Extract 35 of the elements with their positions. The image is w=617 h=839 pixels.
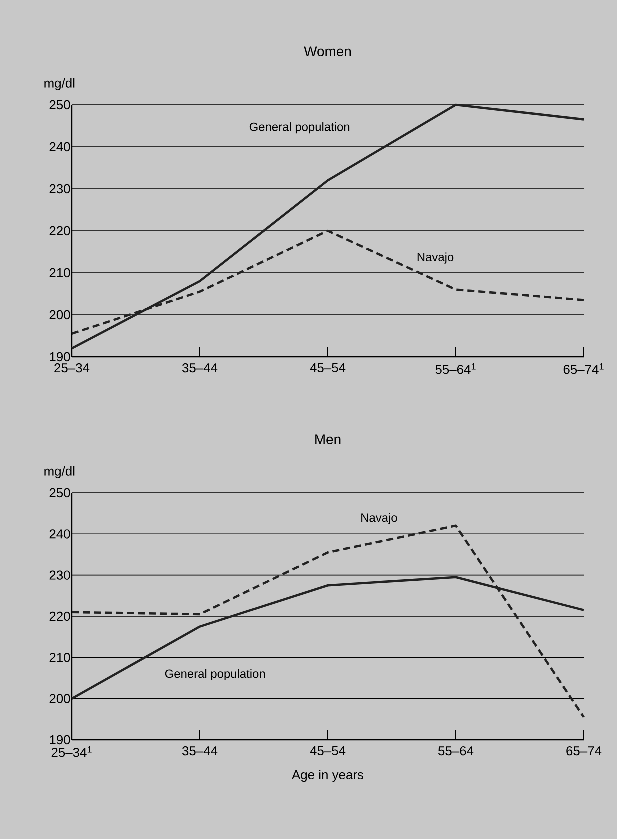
y-tick-label: 250 xyxy=(50,100,70,110)
x-tick-label: 35–44 xyxy=(182,364,218,373)
text: General population xyxy=(250,122,350,134)
line-series xyxy=(70,104,586,350)
y-tick-label: 240 xyxy=(50,142,70,152)
line-series xyxy=(70,524,586,718)
x-tick-label: 25–34 xyxy=(54,364,90,373)
x-tick-label: 55–64 xyxy=(438,746,474,756)
x-tick-label: 45–54 xyxy=(310,364,346,373)
chart-title: Women xyxy=(304,46,351,57)
x-tick-label: 65–74$^{1}$ xyxy=(564,364,604,374)
chart-title: Men xyxy=(316,434,341,445)
x-tick-label: 45–54 xyxy=(310,746,346,756)
series-label: General population xyxy=(165,669,266,681)
y-tick-label: 190 xyxy=(50,735,70,745)
y-axis-title: mg/dl xyxy=(44,78,75,90)
y-tick-label: 210 xyxy=(50,268,70,278)
x-tick-label: 25–34$^{1}$ xyxy=(52,746,92,758)
y-tick-label: 250 xyxy=(50,488,70,498)
x-tick-label: 65–74 xyxy=(566,746,602,756)
series-label: Navajo xyxy=(362,513,398,524)
y-tick-label: 240 xyxy=(50,530,70,539)
y-tick-label: 200 xyxy=(50,310,70,320)
x-tick-label: 55–64$^{1}$ xyxy=(436,364,476,374)
y-tick-label: 230 xyxy=(50,184,70,194)
y-tick-label: 190 xyxy=(50,352,70,362)
x-tick-label: 35–44 xyxy=(182,746,218,756)
y-tick-label: 220 xyxy=(50,612,70,622)
y-tick-label: 210 xyxy=(50,653,70,662)
y-tick-label: 200 xyxy=(50,694,70,704)
x-axis-title: Age in years xyxy=(292,770,364,782)
series-label: Navajo xyxy=(418,252,454,264)
y-tick-label: 220 xyxy=(50,226,70,236)
y-tick-label: 230 xyxy=(50,570,70,580)
y-axis-title: mg/dl xyxy=(44,466,75,478)
